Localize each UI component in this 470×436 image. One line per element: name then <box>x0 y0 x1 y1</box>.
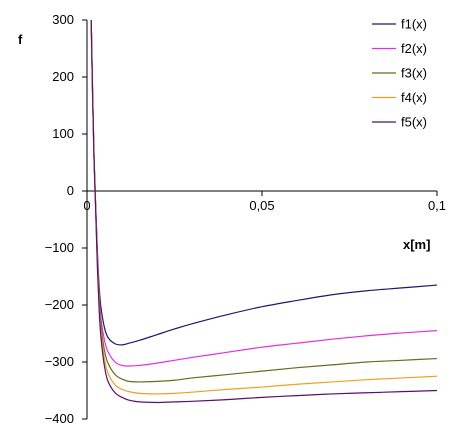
x-tick-label: 0 <box>83 198 90 213</box>
legend: f1(x) f2(x) f3(x) f4(x) f5(x) <box>372 17 427 130</box>
x-tick-label: 0,05 <box>249 198 274 213</box>
y-tick-label: −100 <box>45 240 74 255</box>
y-tick-label: −200 <box>45 297 74 312</box>
legend-label: f5(x) <box>401 115 427 130</box>
legend-label: f2(x) <box>401 41 427 56</box>
legend-label: f4(x) <box>401 90 427 105</box>
series-line-f2 <box>90 19 438 367</box>
series-lines <box>90 19 438 404</box>
y-axis-label: f <box>18 32 23 47</box>
x-tick-label: 0,1 <box>428 198 446 213</box>
series-line-f1 <box>90 19 438 346</box>
axes <box>86 20 437 419</box>
y-tick-label: −400 <box>45 411 74 426</box>
legend-label: f3(x) <box>401 66 427 81</box>
y-tick-label: −300 <box>45 354 74 369</box>
legend-label: f1(x) <box>401 17 427 32</box>
y-tick-label: 100 <box>52 126 74 141</box>
axis-ticks: 300 200 100 0 −100 −200 −300 −400 0 0,05 0,1 <box>45 12 446 426</box>
series-line-f5 <box>90 19 438 404</box>
y-tick-label: 200 <box>52 69 74 84</box>
y-tick-label: 0 <box>67 183 74 198</box>
x-axis-label: x[m] <box>403 237 430 252</box>
y-tick-label: 300 <box>52 12 74 27</box>
